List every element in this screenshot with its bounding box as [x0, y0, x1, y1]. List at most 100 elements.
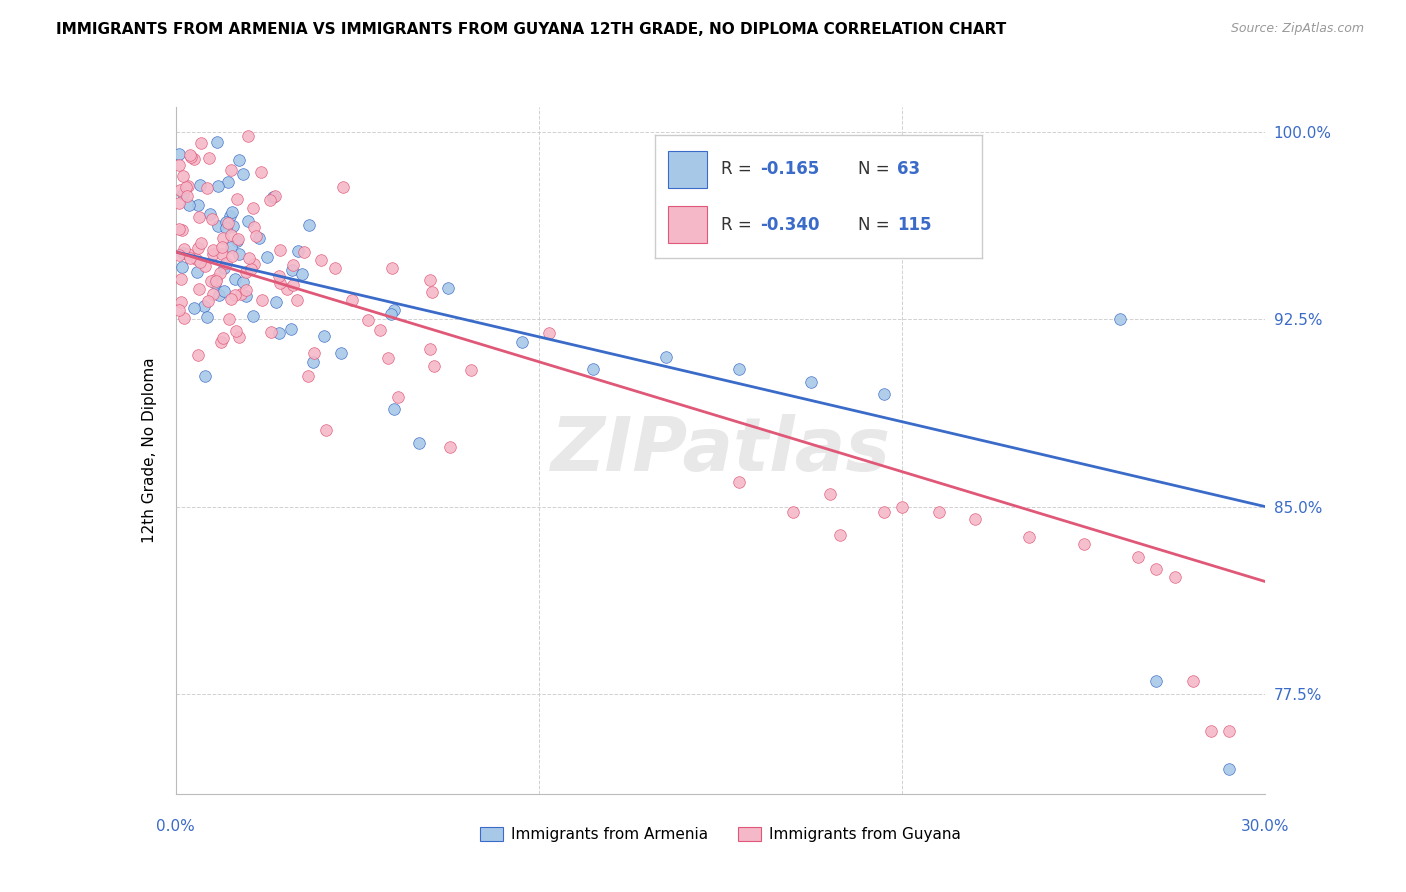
Point: [1128, 549, 1150, 564]
Point: [179, 148, 201, 162]
Point: [217, 175, 239, 189]
Point: [187, 210, 209, 224]
Point: [238, 128, 260, 143]
Point: [198, 207, 221, 221]
Point: [259, 193, 281, 207]
Point: [1018, 530, 1040, 544]
Point: [193, 299, 215, 313]
Point: [239, 261, 262, 276]
Point: [309, 252, 332, 267]
Point: [232, 275, 254, 289]
Point: [172, 187, 194, 202]
Point: [235, 283, 257, 297]
Point: [281, 277, 304, 292]
Point: [224, 272, 246, 286]
Point: [170, 295, 193, 310]
Point: [174, 180, 197, 194]
Point: [205, 135, 228, 149]
Point: [382, 302, 405, 317]
Point: [302, 354, 325, 368]
Point: [169, 221, 191, 235]
Point: [873, 387, 896, 401]
Point: [236, 214, 259, 228]
Point: [176, 189, 198, 203]
Point: [297, 368, 319, 383]
Point: [201, 247, 224, 261]
Point: [247, 230, 270, 244]
Point: [800, 375, 823, 389]
Point: [381, 260, 404, 275]
Point: [264, 294, 287, 309]
Point: [243, 256, 266, 270]
Point: [510, 334, 533, 349]
Point: [205, 272, 228, 286]
Point: [1218, 724, 1240, 739]
Point: [225, 192, 247, 206]
Point: [1199, 724, 1222, 739]
Point: [221, 249, 243, 263]
Point: [169, 303, 191, 318]
Point: [281, 258, 304, 272]
Point: [215, 221, 238, 235]
Point: [187, 241, 209, 255]
Point: [214, 215, 236, 229]
Point: [1146, 674, 1168, 689]
Point: [727, 362, 749, 376]
Point: [377, 351, 399, 365]
Point: [276, 282, 298, 296]
Point: [245, 228, 267, 243]
Point: [177, 198, 200, 212]
Point: [1218, 762, 1240, 776]
Point: [207, 219, 229, 234]
Point: [197, 294, 219, 309]
Point: [176, 179, 198, 194]
Point: [169, 196, 191, 211]
Point: [169, 272, 191, 286]
Point: [194, 259, 217, 273]
Point: [169, 248, 191, 262]
Point: [180, 149, 202, 163]
Point: [209, 334, 232, 349]
Point: [891, 500, 914, 514]
Point: [195, 181, 218, 195]
Point: [221, 205, 243, 219]
Point: [380, 307, 402, 321]
Point: [312, 329, 335, 343]
Point: [963, 512, 986, 526]
Point: [207, 178, 229, 193]
Legend: Immigrants from Armenia, Immigrants from Guyana: Immigrants from Armenia, Immigrants from…: [474, 821, 967, 848]
Point: [281, 263, 304, 277]
Point: [873, 505, 896, 519]
Text: IMMIGRANTS FROM ARMENIA VS IMMIGRANTS FROM GUYANA 12TH GRADE, NO DIPLOMA CORRELA: IMMIGRANTS FROM ARMENIA VS IMMIGRANTS FR…: [56, 22, 1007, 37]
Point: [179, 252, 201, 266]
Point: [235, 265, 257, 279]
Point: [169, 158, 191, 172]
Point: [226, 232, 249, 246]
Text: Source: ZipAtlas.com: Source: ZipAtlas.com: [1230, 22, 1364, 36]
Point: [170, 260, 193, 274]
Point: [219, 227, 242, 242]
Point: [183, 301, 205, 315]
Point: [252, 293, 274, 307]
Point: [225, 324, 247, 338]
Point: [173, 243, 195, 257]
Point: [204, 277, 226, 291]
Point: [195, 310, 218, 324]
Point: [357, 313, 380, 327]
Point: [422, 359, 444, 373]
Point: [211, 240, 233, 254]
Point: [188, 255, 211, 269]
Point: [187, 282, 209, 296]
Point: [228, 330, 250, 344]
Point: [219, 162, 242, 177]
Point: [232, 167, 254, 181]
Point: [419, 273, 441, 287]
Point: [197, 151, 219, 165]
Point: [315, 423, 337, 437]
Point: [267, 269, 290, 284]
Point: [243, 220, 266, 235]
Point: [177, 247, 200, 261]
Point: [242, 310, 264, 324]
Point: [221, 292, 243, 306]
Point: [172, 245, 194, 260]
